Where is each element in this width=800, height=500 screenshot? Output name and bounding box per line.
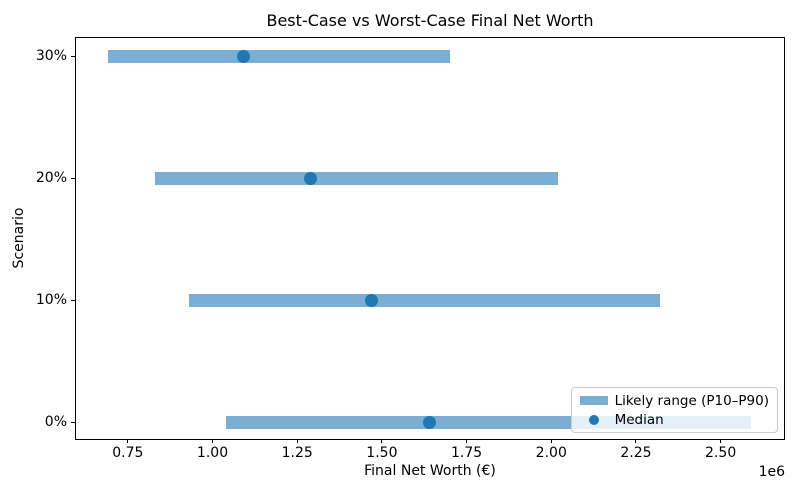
range-bar	[107, 49, 450, 63]
x-tick-label: 0.75	[112, 445, 144, 461]
x-tick-label: 2.00	[535, 445, 567, 461]
x-tick-mark	[127, 439, 129, 443]
median-dot	[236, 49, 250, 63]
x-tick-label: 1.75	[450, 445, 483, 461]
x-tick-label: 1.25	[281, 445, 313, 461]
x-axis-label: Final Net Worth (€)	[364, 463, 496, 479]
median-dot	[365, 293, 379, 307]
plot-area: Likely range (P10–P90) Median 0.75 1.00 1.…	[36, 37, 785, 461]
legend-label-likely-range: Likely range (P10–P90)	[614, 392, 769, 409]
x-axis-offset-text: 1e6	[758, 464, 785, 480]
x-tick-mark	[720, 439, 722, 443]
x-tick-label: 2.25	[620, 445, 652, 461]
x-tick-mark	[381, 439, 383, 443]
chart-title: Best-Case vs Worst-Case Final Net Worth	[266, 11, 594, 30]
legend-label-median: Median	[614, 411, 664, 428]
x-tick-mark	[212, 439, 214, 443]
range-bar	[154, 171, 559, 185]
x-tick-label: 1.50	[366, 445, 398, 461]
range-bar	[188, 293, 660, 307]
x-tick-mark	[296, 439, 298, 443]
legend-median-dot-icon	[580, 414, 608, 425]
legend: Likely range (P10–P90) Median	[570, 387, 778, 433]
x-tick-label: 1.00	[196, 445, 229, 461]
y-axis-label: Scenario	[11, 207, 27, 269]
legend-entry-median: Median	[580, 410, 769, 429]
y-tick-mark	[71, 421, 75, 423]
y-tick-mark	[71, 177, 75, 179]
y-tick-label: 20%	[35, 170, 67, 186]
x-tick-mark	[550, 439, 552, 443]
x-tick-mark	[635, 439, 637, 443]
range-bar-swatch	[579, 396, 608, 405]
median-dot	[304, 171, 318, 185]
y-tick-label: 30%	[35, 48, 67, 64]
median-dot	[422, 415, 436, 429]
x-tick-label: 2.50	[705, 445, 737, 461]
legend-entry-likely-range: Likely range (P10–P90)	[579, 391, 769, 410]
y-tick-label: 10%	[35, 292, 67, 308]
y-tick-label: 0%	[44, 414, 67, 430]
y-tick-mark	[71, 55, 75, 57]
median-dot-swatch	[588, 414, 599, 425]
legend-range-bar-icon	[579, 396, 608, 405]
y-tick-mark	[71, 299, 75, 301]
x-tick-mark	[466, 439, 468, 443]
